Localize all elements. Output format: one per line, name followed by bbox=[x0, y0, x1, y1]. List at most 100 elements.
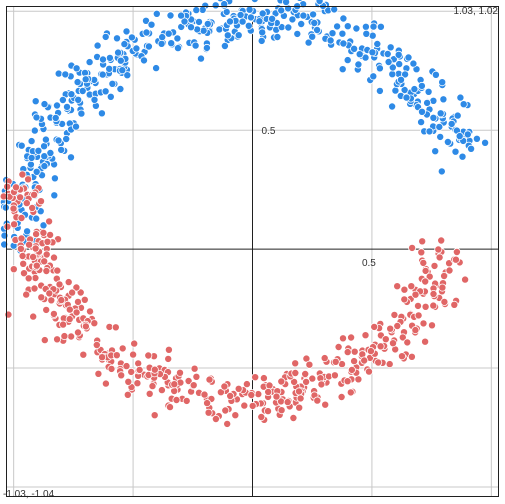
data-point bbox=[27, 137, 36, 146]
series-1 bbox=[0, 0, 490, 255]
data-point bbox=[309, 10, 318, 19]
data-point bbox=[108, 79, 117, 88]
data-point bbox=[60, 332, 69, 341]
data-point bbox=[124, 377, 133, 386]
data-point bbox=[447, 119, 456, 128]
data-point bbox=[93, 41, 102, 50]
data-point bbox=[402, 93, 411, 102]
data-point bbox=[165, 403, 174, 412]
data-point bbox=[436, 109, 445, 118]
data-point bbox=[31, 244, 40, 253]
data-point bbox=[328, 29, 337, 38]
data-point bbox=[166, 11, 175, 20]
data-point bbox=[77, 109, 86, 118]
data-point bbox=[333, 22, 342, 31]
data-point bbox=[320, 354, 329, 363]
data-point bbox=[370, 322, 379, 331]
data-point bbox=[19, 269, 28, 278]
data-point bbox=[59, 320, 68, 329]
data-point bbox=[445, 266, 454, 275]
data-point bbox=[9, 204, 18, 213]
data-point bbox=[452, 247, 461, 256]
data-point bbox=[373, 40, 382, 49]
data-point bbox=[186, 23, 195, 32]
data-point bbox=[398, 333, 407, 342]
data-point bbox=[184, 376, 193, 385]
data-point bbox=[234, 384, 243, 393]
data-point bbox=[347, 333, 356, 342]
data-point bbox=[234, 31, 243, 40]
data-point bbox=[61, 70, 70, 79]
data-point bbox=[362, 29, 371, 38]
data-point bbox=[73, 78, 82, 87]
data-point bbox=[16, 244, 25, 253]
data-point bbox=[170, 380, 179, 389]
data-point bbox=[148, 382, 157, 391]
data-point bbox=[30, 190, 39, 199]
data-point bbox=[40, 162, 49, 171]
data-point bbox=[418, 237, 427, 246]
data-point bbox=[1, 203, 10, 212]
data-point bbox=[326, 36, 335, 45]
data-point bbox=[50, 174, 59, 183]
data-point bbox=[226, 391, 235, 400]
data-point bbox=[55, 280, 64, 289]
data-point bbox=[361, 53, 370, 62]
data-point bbox=[139, 56, 148, 65]
data-point bbox=[238, 17, 247, 26]
data-point bbox=[215, 25, 224, 34]
data-point bbox=[463, 130, 472, 139]
data-point bbox=[72, 122, 81, 131]
data-point bbox=[18, 251, 27, 260]
data-point bbox=[421, 266, 430, 275]
data-point bbox=[360, 356, 369, 365]
data-point bbox=[346, 388, 355, 397]
data-point bbox=[437, 236, 446, 245]
data-point bbox=[45, 289, 54, 298]
data-point bbox=[17, 213, 26, 222]
data-point bbox=[37, 197, 46, 206]
data-point bbox=[438, 283, 447, 292]
data-point bbox=[467, 144, 476, 153]
data-point bbox=[282, 0, 291, 6]
data-point bbox=[455, 132, 464, 141]
data-point bbox=[223, 31, 232, 40]
data-point bbox=[112, 351, 121, 360]
data-point bbox=[94, 369, 103, 378]
data-point bbox=[364, 367, 373, 376]
data-point bbox=[255, 17, 264, 26]
data-point bbox=[258, 9, 267, 18]
data-point bbox=[361, 22, 370, 31]
data-point bbox=[157, 39, 166, 48]
plot-frame bbox=[6, 6, 499, 497]
data-point bbox=[164, 354, 173, 363]
data-point bbox=[404, 53, 413, 62]
data-point bbox=[3, 182, 12, 191]
data-point bbox=[117, 371, 126, 380]
data-point bbox=[258, 28, 267, 37]
data-point bbox=[127, 367, 136, 376]
data-point bbox=[116, 85, 125, 94]
data-point bbox=[386, 324, 395, 333]
data-point bbox=[397, 352, 406, 361]
data-point bbox=[22, 290, 31, 299]
data-point bbox=[268, 14, 277, 23]
data-point bbox=[64, 278, 73, 287]
data-point bbox=[338, 65, 347, 74]
data-point bbox=[439, 95, 448, 104]
data-point bbox=[164, 29, 173, 38]
data-point bbox=[411, 290, 420, 299]
data-point bbox=[46, 230, 55, 239]
data-point bbox=[0, 192, 8, 201]
data-point bbox=[437, 167, 446, 176]
data-point bbox=[132, 44, 141, 53]
data-point bbox=[144, 351, 153, 360]
data-point bbox=[413, 301, 422, 310]
data-point bbox=[343, 22, 352, 31]
data-point bbox=[72, 283, 81, 292]
data-point bbox=[409, 59, 418, 68]
data-point bbox=[388, 339, 397, 348]
data-point bbox=[113, 34, 122, 43]
data-point bbox=[421, 302, 430, 311]
data-point bbox=[79, 350, 88, 359]
